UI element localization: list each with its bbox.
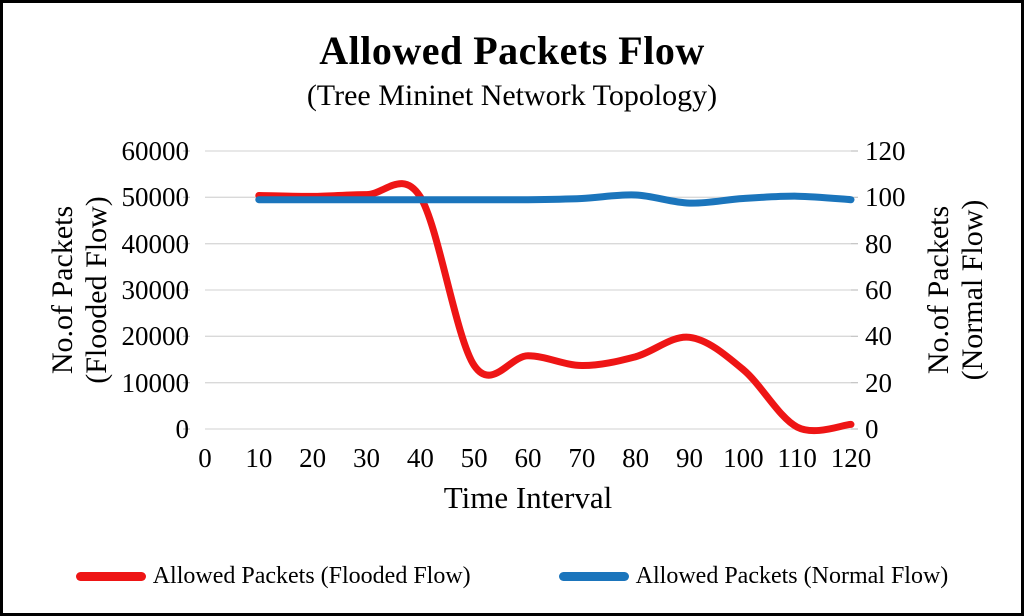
- legend-item-normal-flow: Allowed Packets (Normal Flow): [558, 563, 949, 590]
- y-right-tick-label: 80: [865, 228, 892, 259]
- x-tick-label: 110: [777, 443, 817, 473]
- legend-swatch-normal-flow: [558, 572, 629, 581]
- y-right-tick-label: 20: [865, 367, 892, 398]
- y-left-tick-label: 0: [175, 414, 190, 444]
- y-left-tick-label: 30000: [121, 275, 190, 305]
- legend-item-flooded-flow: Allowed Packets (Flooded Flow): [75, 563, 471, 590]
- y-right-tick-label: 60: [865, 275, 892, 305]
- x-tick-label: 40: [406, 443, 434, 473]
- series-line-1: [255, 191, 855, 207]
- x-tick-label: 90: [676, 443, 703, 473]
- y-left-tick-label: 50000: [121, 182, 190, 213]
- x-axis-title: Time Interval: [443, 480, 613, 515]
- x-tick-label: 60: [514, 443, 542, 473]
- legend-label-flooded-flow: Allowed Packets (Flooded Flow): [152, 563, 471, 589]
- y-right-tick-label: 0: [865, 414, 879, 444]
- legend-swatch-flooded-flow: [75, 572, 146, 581]
- y-axis-title-right-line2: (Normal Flow): [956, 199, 989, 381]
- x-tick-label: 120: [830, 443, 872, 473]
- y-left-tick-label: 20000: [121, 321, 190, 352]
- chart-title: Allowed Packets Flow: [319, 28, 705, 73]
- y-right-tick-label: 40: [865, 321, 892, 352]
- x-tick-label: 80: [622, 443, 650, 473]
- x-tick-label: 100: [723, 443, 764, 473]
- y-right-tick-label: 100: [865, 182, 906, 213]
- x-tick-label: 10: [245, 443, 273, 473]
- y-axis-title-right-line1: No.of Packets: [922, 205, 955, 375]
- y-right-tick-label: 120: [865, 136, 906, 166]
- x-tick-label: 0: [198, 443, 212, 473]
- y-left-tick-label: 40000: [121, 228, 190, 259]
- plot-area: [183, 150, 858, 435]
- chart-subtitle: (Tree Mininet Network Topology): [306, 79, 718, 112]
- y-axis-title-right: No.of Packets (Normal Flow): [922, 130, 992, 450]
- x-tick-label: 50: [460, 443, 488, 473]
- legend: Allowed Packets (Flooded Flow) Allowed P…: [3, 563, 1021, 590]
- x-tick-label: 20: [299, 443, 327, 473]
- y-left-tick-label: 10000: [121, 367, 190, 398]
- legend-label-normal-flow: Allowed Packets (Normal Flow): [635, 563, 949, 589]
- x-tick-label: 70: [568, 443, 596, 473]
- x-tick-label: 30: [353, 443, 380, 473]
- y-left-tick-label: 60000: [121, 136, 190, 166]
- series-line-0: [255, 180, 855, 435]
